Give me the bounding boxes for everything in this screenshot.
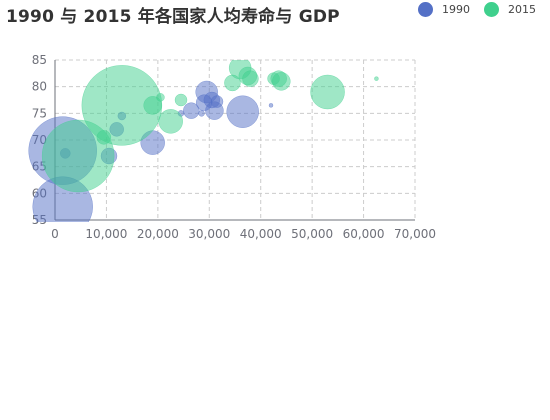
chart-title: 1990 与 2015 年各国家人均寿命与 GDP [6,7,340,27]
bubble-2015[interactable] [143,96,162,115]
bubble-1990[interactable] [226,95,259,128]
y-tick-label: 75 [32,106,47,120]
bubble-2015[interactable] [174,93,188,107]
bubble-2015[interactable] [310,74,345,110]
legend-label-1990: 1990 [442,3,470,16]
legend-swatch-2015 [484,2,499,17]
x-tick-label: 30,000 [188,227,230,241]
bubble-2015[interactable] [41,119,115,193]
legend-item-2015[interactable]: 2015 [484,2,536,17]
x-tick-label: 70,000 [394,227,436,241]
x-tick-label: 40,000 [240,227,282,241]
legend-label-2015: 2015 [508,3,536,16]
bubble-2015[interactable] [158,109,183,134]
bubble-1990[interactable] [183,102,200,119]
legend-item-1990[interactable]: 1990 [418,2,470,17]
bubble-2015[interactable] [156,93,165,102]
x-tick-label: 60,000 [343,227,385,241]
bubble-2015[interactable] [242,70,259,87]
x-tick-label: 10,000 [85,227,127,241]
bubble-1990[interactable] [210,95,224,108]
bubble-group [28,60,379,222]
bubble-2015[interactable] [272,72,291,91]
bubble-1990[interactable] [268,103,274,108]
y-tick-label: 80 [32,80,47,94]
x-tick-label: 0 [51,227,59,241]
chart-legend: 1990 2015 [404,2,536,17]
x-tick-label: 20,000 [137,227,179,241]
legend-swatch-1990 [418,2,433,17]
x-tick-label: 50,000 [291,227,333,241]
bubble-2015[interactable] [96,130,112,145]
bubble-1990[interactable] [198,110,205,117]
y-tick-label: 85 [32,53,47,67]
bubble-2015[interactable] [374,76,379,81]
